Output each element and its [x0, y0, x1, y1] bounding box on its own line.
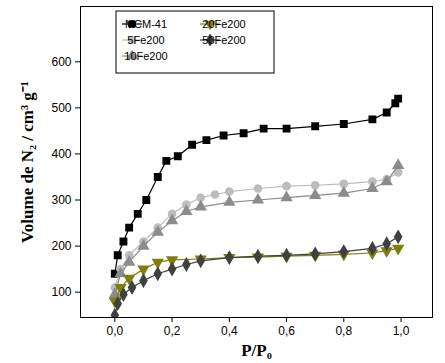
svg-text:300: 300	[51, 193, 71, 207]
svg-text:10Fe200: 10Fe200	[124, 50, 167, 62]
svg-text:0,2: 0,2	[164, 324, 181, 338]
svg-text:0,6: 0,6	[278, 324, 295, 338]
svg-text:5Fe200: 5Fe200	[127, 34, 164, 46]
svg-text:100: 100	[51, 285, 71, 299]
svg-text:50Fe200: 50Fe200	[202, 34, 245, 46]
svg-text:600: 600	[51, 55, 71, 69]
svg-text:0,0: 0,0	[106, 324, 123, 338]
svg-text:200: 200	[51, 239, 71, 253]
svg-text:500: 500	[51, 101, 71, 115]
svg-text:MCM-41: MCM-41	[125, 18, 167, 30]
svg-text:Volume de N₂ / cm³ g⁻¹: Volume de N₂ / cm³ g⁻¹	[18, 81, 37, 243]
svg-text:0,8: 0,8	[335, 324, 352, 338]
svg-text:1,0: 1,0	[393, 324, 410, 338]
svg-text:20Fe200: 20Fe200	[202, 18, 245, 30]
svg-text:P/P₀: P/P₀	[241, 341, 272, 360]
svg-text:400: 400	[51, 147, 71, 161]
svg-text:0,4: 0,4	[221, 324, 238, 338]
